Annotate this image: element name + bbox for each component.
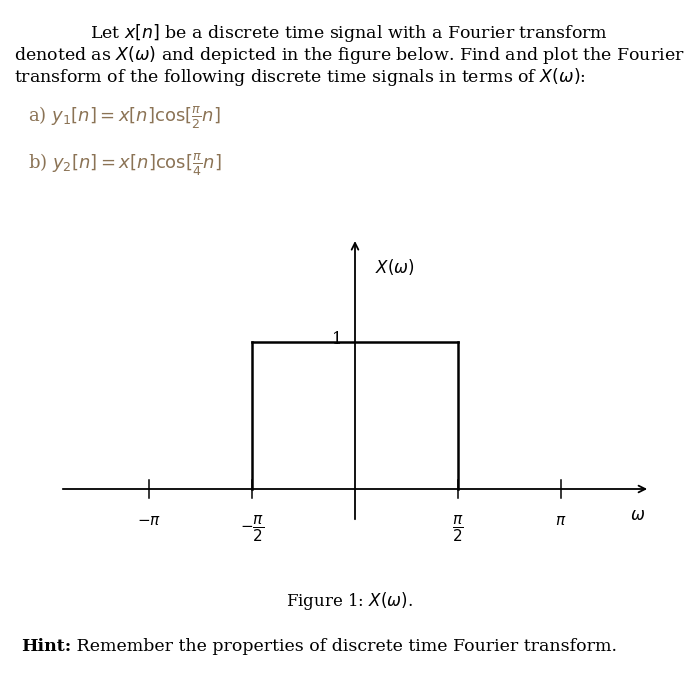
Text: transform of the following discrete time signals in terms of $X(\omega)$:: transform of the following discrete time…	[14, 66, 586, 88]
Text: $X(\omega)$: $X(\omega)$	[375, 257, 414, 276]
Text: Let $x[n]$ be a discrete time signal with a Fourier transform: Let $x[n]$ be a discrete time signal wit…	[90, 22, 608, 44]
Text: $-\dfrac{\pi}{2}$: $-\dfrac{\pi}{2}$	[240, 514, 265, 543]
Text: denoted as $X(\omega)$ and depicted in the figure below. Find and plot the Fouri: denoted as $X(\omega)$ and depicted in t…	[14, 44, 685, 66]
Text: Figure 1: $X(\omega)$.: Figure 1: $X(\omega)$.	[285, 590, 413, 612]
Text: $\dfrac{\pi}{2}$: $\dfrac{\pi}{2}$	[452, 514, 464, 543]
Text: a) $y_1[n] = x[n]\cos[\frac{\pi}{2}n]$: a) $y_1[n] = x[n]\cos[\frac{\pi}{2}n]$	[28, 105, 221, 131]
Text: $-\pi$: $-\pi$	[137, 514, 161, 528]
Text: $\omega$: $\omega$	[630, 507, 646, 524]
Text: 1: 1	[332, 331, 342, 348]
Text: Hint:: Hint:	[21, 638, 71, 655]
Text: b) $y_2[n] = x[n]\cos[\frac{\pi}{4}n]$: b) $y_2[n] = x[n]\cos[\frac{\pi}{4}n]$	[28, 152, 221, 178]
Text: Remember the properties of discrete time Fourier transform.: Remember the properties of discrete time…	[71, 638, 617, 655]
Text: $\pi$: $\pi$	[555, 514, 567, 528]
